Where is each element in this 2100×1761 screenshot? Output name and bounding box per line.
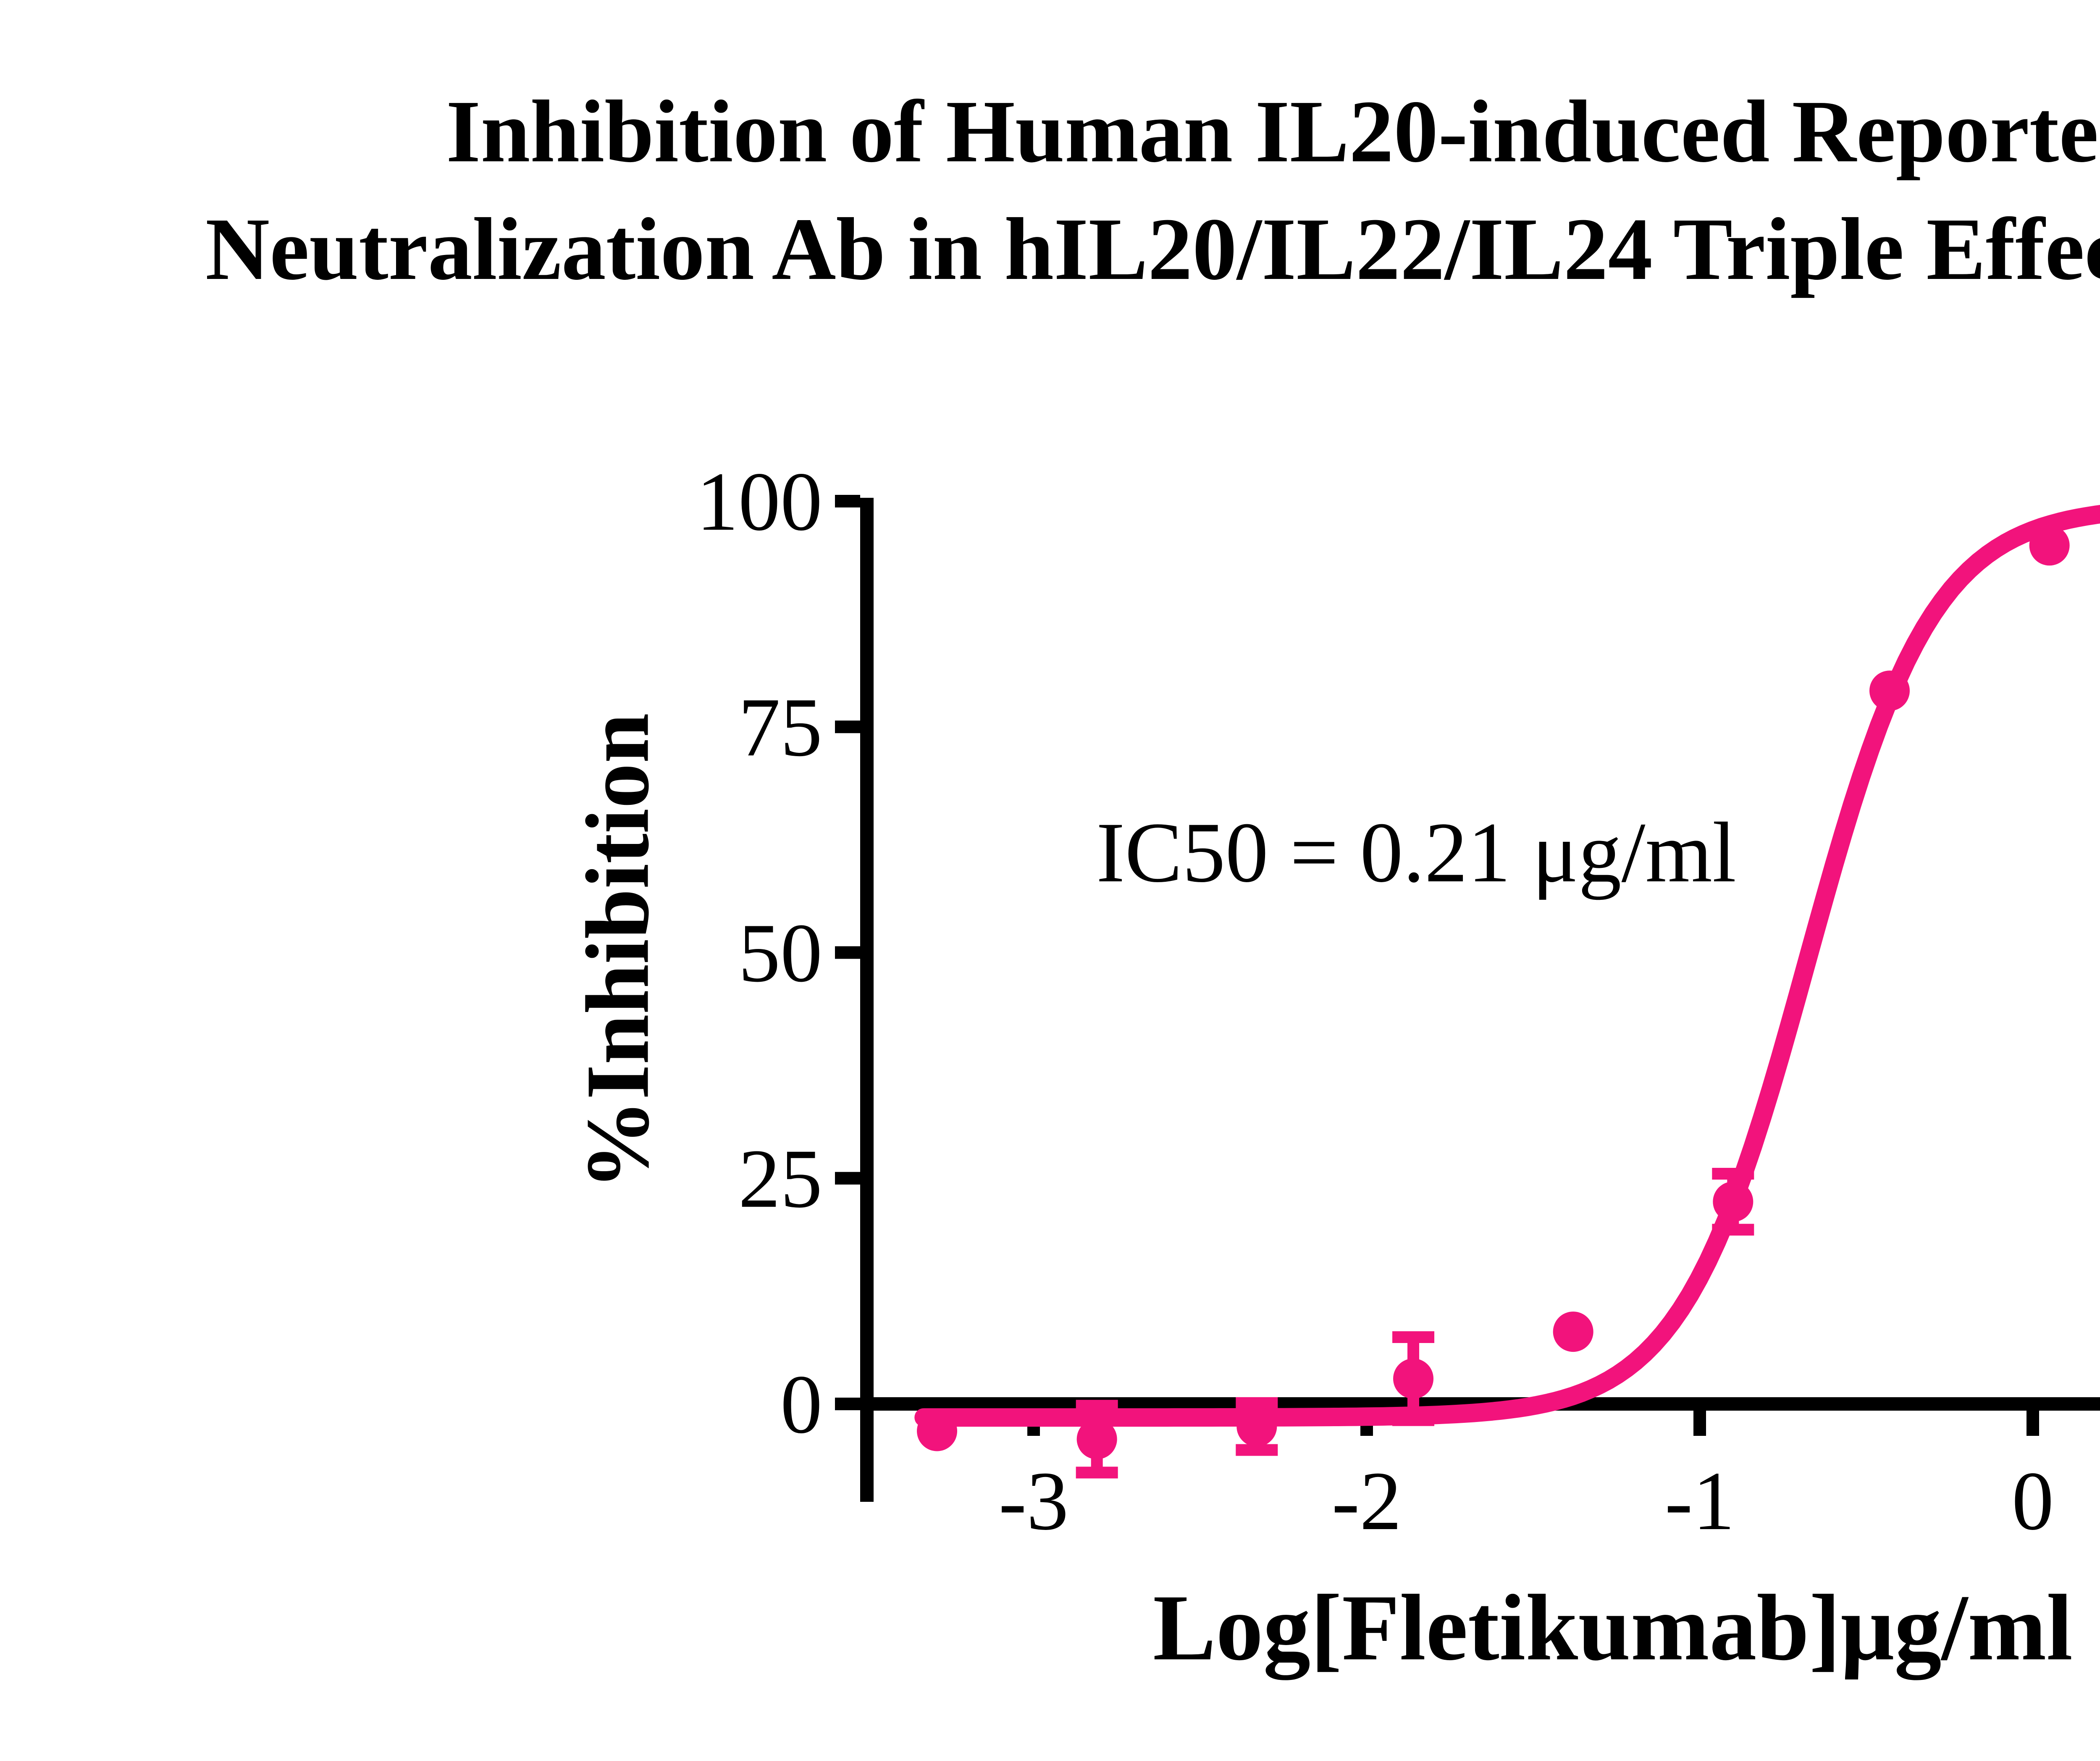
x-tick-label: 0 (2012, 1455, 2054, 1548)
x-tick-label: -2 (1332, 1455, 1402, 1548)
y-tick-label: 25 (738, 1133, 822, 1225)
ic50-annotation: IC50 = 0.21 μg/ml (1096, 805, 1736, 900)
chart-title-line2-text: Neutralization Ab in hIL20/IL22/IL24 Tri… (205, 200, 2100, 298)
fit-curve (914, 505, 2100, 1427)
data-point (1076, 1419, 1117, 1459)
chart-title-line2: Neutralization Ab in hIL20/IL22/IL24 Tri… (0, 190, 2100, 308)
chart-title-line1: Inhibition of Human IL20-induced Reporte… (446, 82, 2100, 181)
x-tick-label: -3 (999, 1455, 1069, 1548)
data-point (917, 1411, 958, 1451)
data-point (1869, 670, 1910, 711)
y-tick-label: 100 (696, 455, 822, 548)
x-axis-title: Log[Fletikumab]μg/ml (1152, 1575, 2073, 1680)
y-tick-label: 50 (738, 907, 822, 1000)
x-tick-label: -1 (1665, 1455, 1735, 1548)
y-tick-label: 75 (738, 681, 822, 774)
data-point (1713, 1181, 1754, 1222)
data-point (1393, 1358, 1434, 1399)
data-point (1553, 1312, 1593, 1352)
y-axis-title: %Inhibition (567, 713, 668, 1190)
data-point (2029, 525, 2070, 566)
data-point (1236, 1406, 1277, 1447)
y-tick-label: 0 (780, 1358, 822, 1451)
chart-title: Inhibition of Human IL20-induced Reporte… (0, 73, 2100, 308)
